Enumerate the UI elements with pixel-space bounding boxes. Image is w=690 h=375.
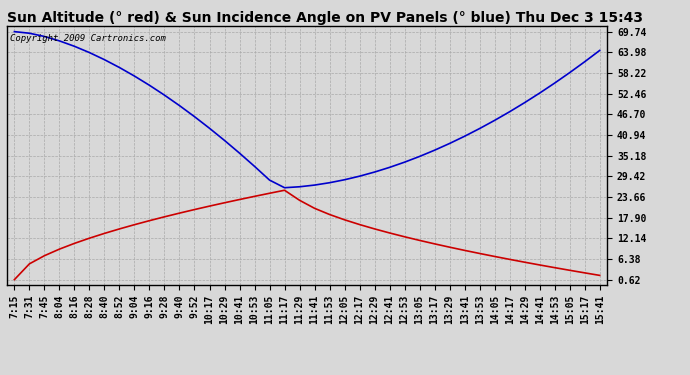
Text: Sun Altitude (° red) & Sun Incidence Angle on PV Panels (° blue) Thu Dec 3 15:43: Sun Altitude (° red) & Sun Incidence Ang… <box>7 11 643 25</box>
Text: Copyright 2009 Cartronics.com: Copyright 2009 Cartronics.com <box>10 34 166 43</box>
